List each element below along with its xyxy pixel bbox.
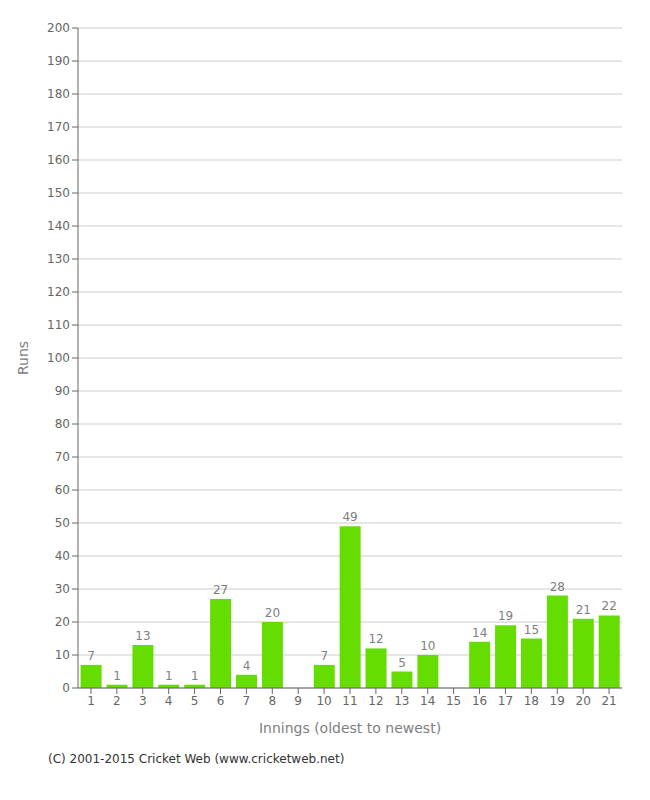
svg-text:6: 6 [217,694,225,708]
svg-text:110: 110 [47,318,70,332]
svg-text:28: 28 [550,580,565,594]
svg-text:3: 3 [139,694,147,708]
svg-text:30: 30 [55,582,70,596]
svg-text:40: 40 [55,549,70,563]
svg-text:9: 9 [294,694,302,708]
svg-text:70: 70 [55,450,70,464]
svg-text:200: 200 [47,21,70,35]
svg-text:10: 10 [316,694,331,708]
svg-text:5: 5 [191,694,199,708]
svg-text:90: 90 [55,384,70,398]
svg-text:22: 22 [602,599,617,613]
svg-text:14: 14 [420,694,435,708]
svg-text:190: 190 [47,54,70,68]
svg-text:4: 4 [165,694,173,708]
svg-text:17: 17 [498,694,513,708]
svg-text:20: 20 [55,615,70,629]
svg-text:1: 1 [191,669,199,683]
svg-text:21: 21 [601,694,616,708]
svg-text:170: 170 [47,120,70,134]
svg-text:20: 20 [265,606,280,620]
svg-text:7: 7 [87,649,95,663]
svg-text:7: 7 [243,694,251,708]
svg-text:16: 16 [472,694,487,708]
svg-text:15: 15 [524,623,539,637]
svg-text:50: 50 [55,516,70,530]
svg-text:80: 80 [55,417,70,431]
svg-text:Innings (oldest to newest): Innings (oldest to newest) [259,720,441,736]
svg-text:13: 13 [135,629,150,643]
svg-text:130: 130 [47,252,70,266]
svg-text:Runs: Runs [15,341,31,375]
svg-text:13: 13 [394,694,409,708]
svg-text:21: 21 [576,603,591,617]
svg-text:12: 12 [368,632,383,646]
svg-text:0: 0 [62,681,70,695]
svg-text:11: 11 [342,694,357,708]
svg-text:1: 1 [165,669,173,683]
svg-text:18: 18 [524,694,539,708]
svg-text:8: 8 [268,694,276,708]
svg-text:5: 5 [398,656,406,670]
svg-text:14: 14 [472,626,487,640]
svg-text:100: 100 [47,351,70,365]
svg-text:160: 160 [47,153,70,167]
svg-text:15: 15 [446,694,461,708]
svg-text:150: 150 [47,186,70,200]
svg-text:1: 1 [87,694,95,708]
svg-text:140: 140 [47,219,70,233]
svg-text:49: 49 [342,510,357,524]
svg-text:180: 180 [47,87,70,101]
svg-text:19: 19 [498,609,513,623]
svg-text:19: 19 [550,694,565,708]
html-text:(C) 2001-2015 Cricket Web (www: (C) 2001-2015 Cricket Web (www.cricketwe… [48,752,345,766]
svg-text:60: 60 [55,483,70,497]
svg-text:4: 4 [243,659,251,673]
svg-text:27: 27 [213,583,228,597]
svg-text:120: 120 [47,285,70,299]
svg-text:10: 10 [55,648,70,662]
svg-text:7: 7 [320,649,328,663]
svg-text:2: 2 [113,694,121,708]
svg-text:10: 10 [420,639,435,653]
svg-text:20: 20 [576,694,591,708]
svg-text:1: 1 [113,669,121,683]
svg-text:12: 12 [368,694,383,708]
